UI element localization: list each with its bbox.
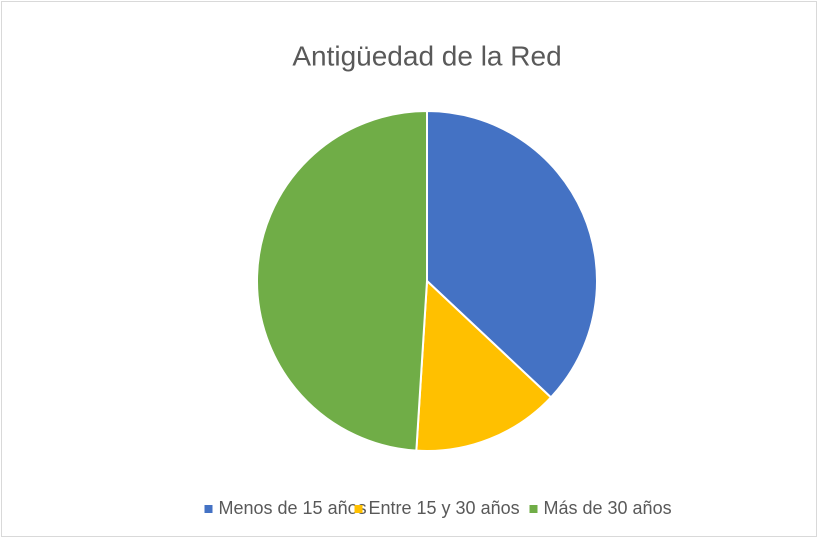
legend-swatch bbox=[204, 505, 213, 513]
legend-label: Más de 30 años bbox=[544, 498, 672, 518]
pie-slice bbox=[426, 109, 598, 399]
legend-label: Menos de 15 años bbox=[219, 498, 367, 518]
chart-title: Antigüedad de la Red bbox=[292, 40, 561, 71]
legend-swatch bbox=[529, 505, 538, 513]
pie-slice bbox=[415, 278, 553, 452]
legend-swatch bbox=[354, 505, 363, 513]
pie-slice bbox=[255, 109, 428, 452]
legend-label: Entre 15 y 30 años bbox=[369, 498, 520, 518]
